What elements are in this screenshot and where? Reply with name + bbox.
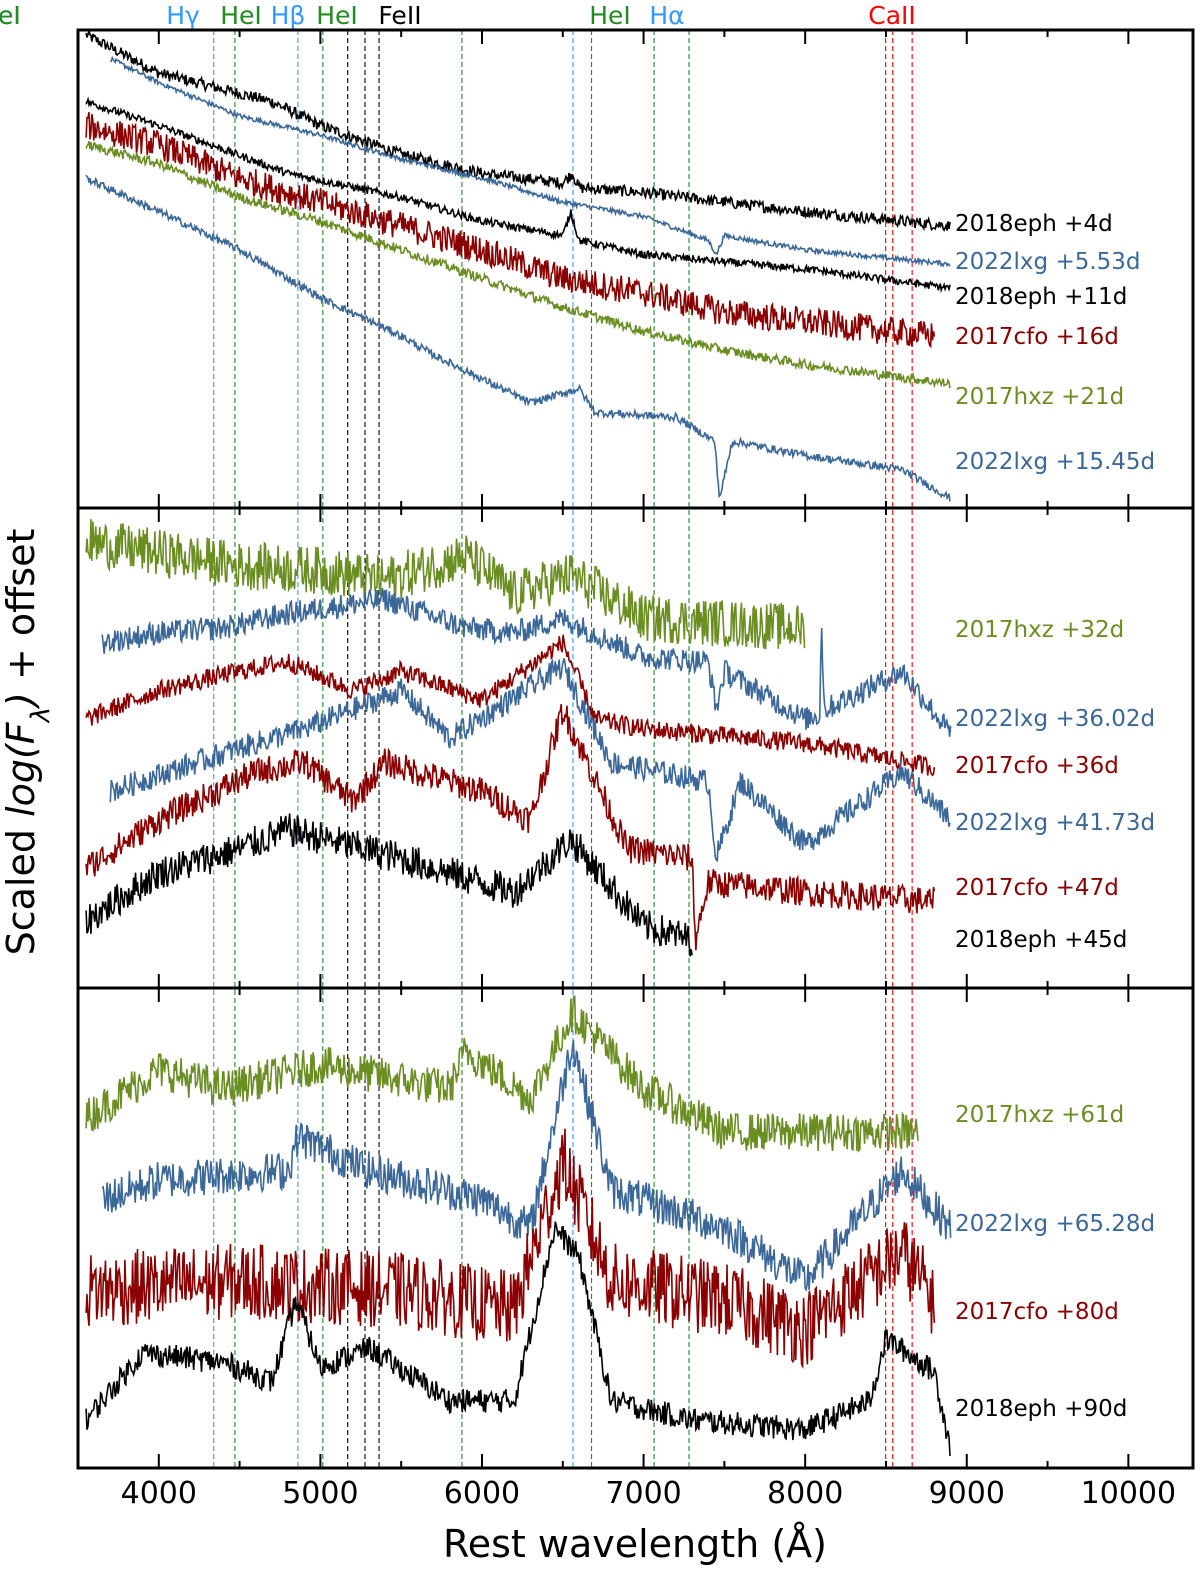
line-label-12: CaII <box>868 1 916 30</box>
spectrum-label: 2018eph +90d <box>955 1396 1127 1422</box>
y-axis-label-part: λ <box>26 707 56 724</box>
spectrum-label: 2017hxz +32d <box>955 617 1124 643</box>
spectrum-2022lxg <box>101 587 952 737</box>
spectrum-2018eph <box>85 1221 951 1456</box>
spectrum-2017hxz <box>85 140 951 389</box>
spectrum-label: 2018eph +4d <box>955 211 1113 237</box>
x-tick-label: 4000 <box>121 1476 197 1511</box>
spectrum-2017cfo <box>85 112 936 349</box>
x-tick-label: 5000 <box>282 1476 358 1511</box>
line-label-7: HeI <box>589 1 631 30</box>
spectrum-label: 2022lxg +36.02d <box>955 706 1155 732</box>
spectrum-label: 2017cfo +47d <box>955 875 1119 901</box>
spectrum-2017hxz <box>85 995 919 1153</box>
spectrum-label: 2017cfo +80d <box>955 1299 1119 1325</box>
line-label-3: HeI <box>316 1 358 30</box>
line-label-4: FeII <box>378 1 421 30</box>
spectrum-label: 2022lxg +41.73d <box>955 810 1155 836</box>
spectrum-label: 2017cfo +36d <box>955 753 1119 779</box>
spectrum-2017cfo <box>85 1128 936 1369</box>
spectrum-2017hxz <box>85 519 806 650</box>
y-axis-label-part: log(F <box>0 721 43 817</box>
spectrum-label: 2022lxg +65.28d <box>955 1211 1155 1237</box>
x-tick-label: 9000 <box>929 1476 1005 1511</box>
spectrum-2022lxg <box>85 174 951 502</box>
x-tick-label: 10000 <box>1081 1476 1176 1511</box>
line-label-8: Hα <box>649 1 684 30</box>
line-label-0: Hγ <box>166 1 200 30</box>
spectrum-label: 2017hxz +21d <box>955 384 1124 410</box>
line-label-9: HeI <box>0 1 21 30</box>
spectrum-label: 2022lxg +5.53d <box>955 249 1141 275</box>
spectrum-2018eph <box>85 30 951 232</box>
spectrum-2022lxg <box>110 55 951 268</box>
spectrum-2018eph <box>85 813 693 957</box>
y-axis-label: Scaled log(Fλ) + offset <box>0 529 56 956</box>
spectrum-label: 2017hxz +61d <box>955 1102 1124 1128</box>
spectrum-2017cfo <box>85 634 936 777</box>
x-axis-label: Rest wavelength (Å) <box>443 1522 827 1566</box>
spectrum-label: 2022lxg +15.45d <box>955 449 1155 475</box>
x-tick-label: 7000 <box>605 1476 681 1511</box>
spectrum-2022lxg <box>101 1039 952 1292</box>
x-tick-label: 8000 <box>767 1476 843 1511</box>
panel-frame <box>76 986 1195 1470</box>
line-label-10: HeI <box>0 1 21 30</box>
spectrum-label: 2017cfo +16d <box>955 324 1119 350</box>
y-axis-label-part: Scaled <box>0 817 43 955</box>
line-label-2: Hβ <box>271 1 306 30</box>
spectrum-label: 2018eph +11d <box>955 284 1127 310</box>
spectrum-2022lxg <box>109 658 951 863</box>
y-axis-label-part: + offset <box>0 529 43 693</box>
spectrum-label: 2018eph +45d <box>955 927 1127 953</box>
x-tick-label: 6000 <box>444 1476 520 1511</box>
y-axis-label-part: ) <box>0 692 43 710</box>
spectrum-2017cfo <box>85 703 936 951</box>
spectrum-2018eph <box>85 96 951 294</box>
line-label-1: HeI <box>220 1 262 30</box>
